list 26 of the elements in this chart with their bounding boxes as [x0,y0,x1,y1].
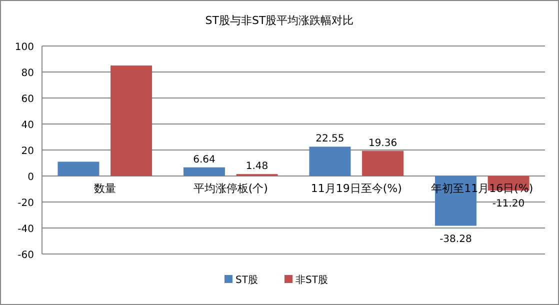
y-tick-label: 60 [21,94,34,105]
data-label: -38.28 [440,234,472,245]
x-tick-label: 平均涨停板(个) [193,182,268,195]
y-tick-label: -20 [18,198,34,209]
data-label: 22.55 [316,134,344,145]
data-label: 19.36 [368,138,398,149]
bar [183,167,225,176]
legend-label: 非ST股 [296,274,328,286]
y-tick-label: 100 [14,42,34,53]
chart-title: ST股与非ST股平均涨跌幅对比 [205,14,354,27]
y-tick-label: 20 [21,146,34,157]
bar [58,162,100,176]
bar [362,150,404,176]
data-label: 6.64 [193,154,216,166]
x-tick-label: 数量 [94,182,116,195]
x-tick-label: 11月19日至今(%) [310,182,402,195]
y-tick-label: 80 [21,68,34,79]
y-tick-label: -60 [18,250,34,261]
legend-label: ST股 [236,275,258,286]
y-tick-label: 0 [28,172,34,183]
y-tick-label: 40 [21,120,34,131]
data-label: 1.48 [246,161,268,172]
bar [110,66,152,176]
y-tick-label: -40 [18,224,34,235]
data-label: -11.20 [492,198,525,210]
bar [309,146,351,176]
